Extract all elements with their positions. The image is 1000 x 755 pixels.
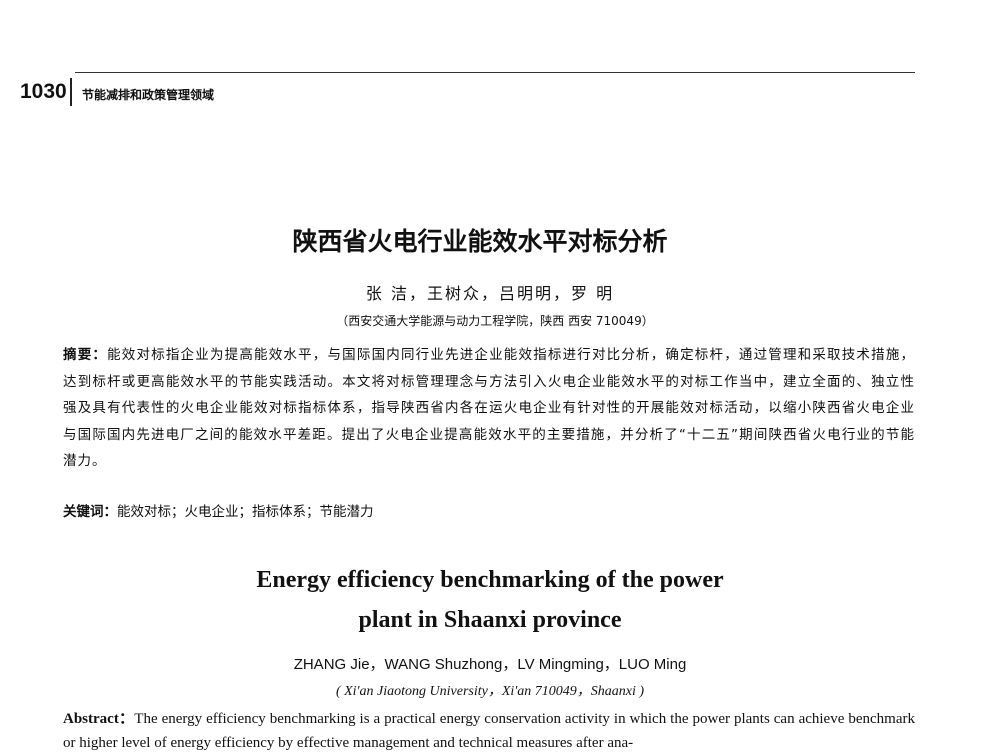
keywords-label: 关键词： <box>63 504 117 520</box>
keywords: 关键词：能效对标；火电企业；指标体系；节能潜力 <box>63 500 374 520</box>
header-divider <box>70 78 72 106</box>
abstract: 摘要：能效对标指企业为提高能效水平，与国际国内同行业先进企业能效指标进行对比分析… <box>63 342 915 475</box>
english-title: Energy efficiency benchmarking of the po… <box>0 560 990 640</box>
english-abstract: Abstract：The energy efficiency benchmark… <box>63 707 915 755</box>
english-abstract-label: Abstract： <box>63 711 135 727</box>
english-title-line1: Energy efficiency benchmarking of the po… <box>256 567 724 593</box>
english-affiliation: ( Xi'an Jiaotong University，Xi'an 710049… <box>335 684 645 699</box>
header-rule <box>75 72 915 73</box>
abstract-text: 能效对标指企业为提高能效水平，与国际国内同行业先进企业能效指标进行对比分析，确定… <box>63 347 916 469</box>
english-abstract-text: The energy efficiency benchmarking is a … <box>63 711 915 751</box>
abstract-label: 摘要： <box>63 347 108 363</box>
english-title-line2: plant in Shaanxi province <box>358 607 622 633</box>
keywords-text: 能效对标；火电企业；指标体系；节能潜力 <box>117 504 374 520</box>
english-authors: ZHANG Jie，WANG Shuzhong，LV Mingming，LUO … <box>293 656 687 673</box>
page-number: 1030 <box>20 80 67 103</box>
paper-title: 陕西省火电行业能效水平对标分析 <box>292 227 668 256</box>
authors: 张 洁，王树众，吕明明，罗 明 <box>365 284 615 303</box>
affiliation: （西安交通大学能源与动力工程学院，陕西 西安 710049） <box>336 314 654 328</box>
section-header: 节能减排和政策管理领域 <box>82 88 215 102</box>
